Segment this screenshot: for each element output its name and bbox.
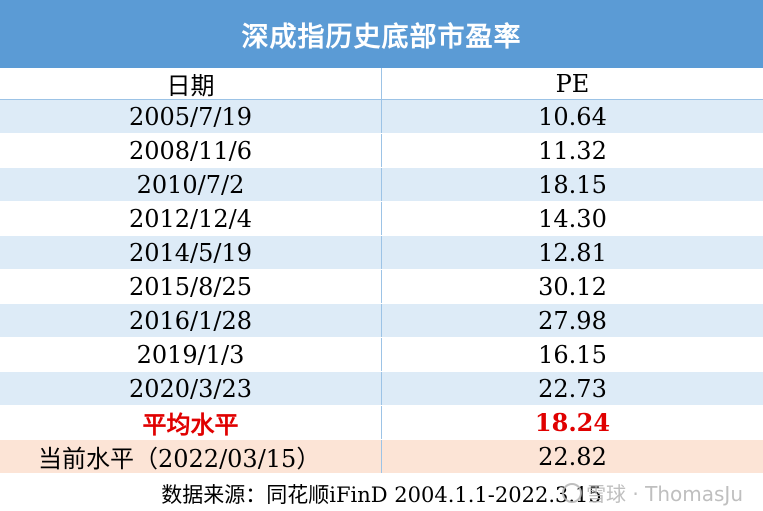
pe-cell: 30.12 [538,272,607,301]
date-cell: 2005/7/19 [0,100,382,133]
pe-cell: 16.15 [538,340,607,369]
pe-table: 日期 PE 2005/7/19 10.64 2008/11/6 11.32 20… [0,68,763,474]
table-row: 2020/3/23 22.73 [0,372,763,406]
average-label: 平均水平 [0,406,382,439]
data-source-note: 数据来源：同花顺iFinD 2004.1.1-2022.3.15 [161,483,602,507]
snowball-logo-icon [562,482,583,503]
pe-cell: 18.15 [538,170,607,199]
pe-cell: 12.81 [538,238,607,267]
table-row: 2012/12/4 14.30 [0,202,763,236]
current-pe: 22.82 [538,442,607,471]
pe-cell: 27.98 [538,306,607,335]
date-cell: 2014/5/19 [0,236,382,269]
table-title: 深成指历史底部市盈率 [0,0,763,68]
date-cell: 2012/12/4 [0,202,382,235]
date-cell: 2015/8/25 [0,270,382,303]
table-row: 2014/5/19 12.81 [0,236,763,270]
watermark: 雪球 · ThomasJu [562,478,743,507]
table-row: 2005/7/19 10.64 [0,100,763,134]
current-row: 当前水平（2022/03/15） 22.82 [0,440,763,474]
pe-cell: 14.30 [538,204,607,233]
table-row: 2008/11/6 11.32 [0,134,763,168]
table-row: 2010/7/2 18.15 [0,168,763,202]
header-date: 日期 [0,68,382,100]
watermark-text: 雪球 · ThomasJu [586,482,743,506]
table-row: 2016/1/28 27.98 [0,304,763,338]
average-pe: 18.24 [534,408,611,437]
table-header-row: 日期 PE [0,68,763,100]
current-label: 当前水平（2022/03/15） [0,440,382,473]
date-cell: 2010/7/2 [0,168,382,201]
pe-cell: 10.64 [538,102,607,131]
date-cell: 2016/1/28 [0,304,382,337]
pe-cell: 11.32 [538,136,607,165]
header-pe: PE [555,69,590,98]
date-cell: 2020/3/23 [0,372,382,405]
table-row: 2015/8/25 30.12 [0,270,763,304]
table-row: 2019/1/3 16.15 [0,338,763,372]
date-cell: 2008/11/6 [0,134,382,167]
average-row: 平均水平 18.24 [0,406,763,440]
pe-cell: 22.73 [538,374,607,403]
date-cell: 2019/1/3 [0,338,382,371]
